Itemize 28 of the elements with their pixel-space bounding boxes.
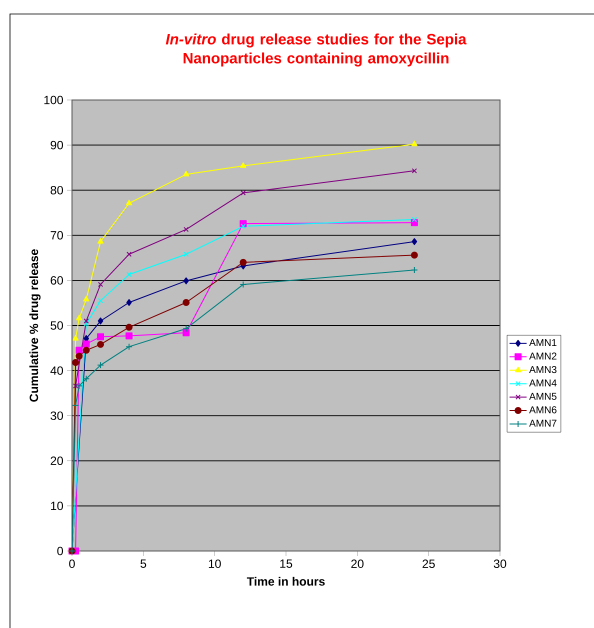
x-tick-label: 25 xyxy=(422,560,435,568)
x-tick-label: 30 xyxy=(494,560,506,568)
y-tick-label: 10 xyxy=(51,502,63,510)
legend-label: AMN7 xyxy=(529,420,556,427)
y-tick-label: 100 xyxy=(44,96,63,104)
y-tick-label: 70 xyxy=(50,231,63,240)
y-tick-label: 80 xyxy=(50,186,63,194)
y-tick-label: 40 xyxy=(50,366,63,375)
legend-label: AMN2 xyxy=(529,352,556,360)
x-tick-label: 15 xyxy=(280,560,292,568)
chart-title: In-vitro drug release studies for the Sepia Nanoparticles containing amoxycillin xyxy=(166,33,467,67)
x-tick-label: 20 xyxy=(351,560,364,568)
y-tick-label: 60 xyxy=(50,276,63,285)
x-tick-label: 0 xyxy=(69,560,75,568)
y-tick-label: 50 xyxy=(50,321,63,330)
legend-label: AMN1 xyxy=(529,339,556,346)
x-tick-label: 10 xyxy=(208,560,221,568)
x-tick-label: 5 xyxy=(140,560,146,568)
y-tick-label: 0 xyxy=(57,546,64,556)
legend-label: AMN6 xyxy=(529,406,556,414)
y-tick-label: 90 xyxy=(50,140,63,150)
y-tick-label: 30 xyxy=(50,411,63,420)
legend-label: AMN4 xyxy=(529,380,557,386)
y-tick-label: 20 xyxy=(50,456,63,466)
legend-label: AMN3 xyxy=(529,366,556,374)
legend-label: AMN5 xyxy=(529,392,556,400)
x-axis-title: Time in hours xyxy=(246,576,325,586)
y-axis-title: Cumulative % drug release xyxy=(29,249,41,402)
